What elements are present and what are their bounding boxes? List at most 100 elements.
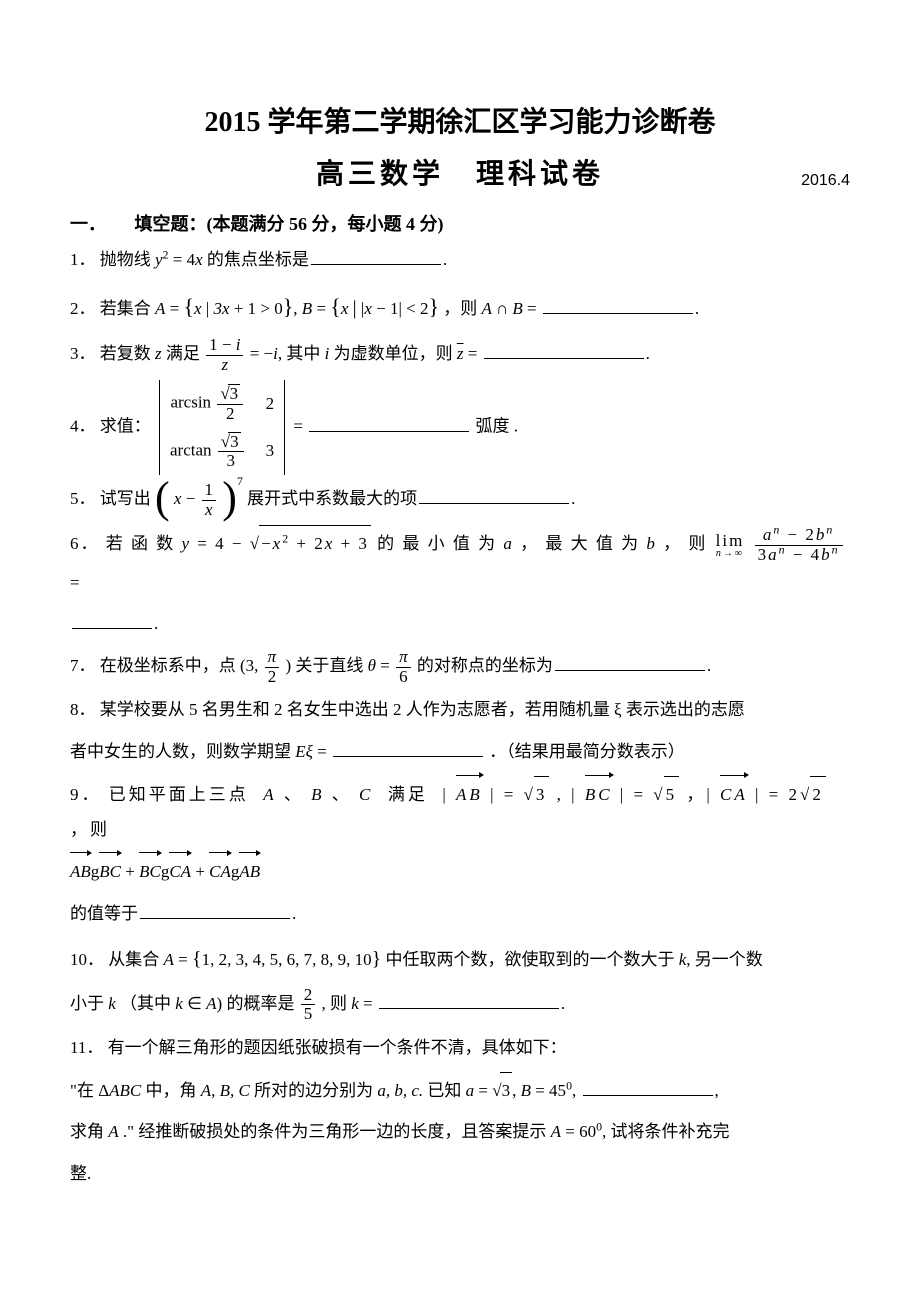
q3-tail: . [646, 344, 650, 363]
q2-comma: , [293, 299, 302, 318]
q2-lb: { [183, 294, 194, 319]
question-11d: 整. [70, 1156, 850, 1192]
q1-blank [311, 249, 441, 265]
question-9: 9． 已知平面上三点 A 、 B 、 C 满足 | AB | = 3 , | B… [70, 776, 850, 848]
q8-post: ．（结果用最简分数表示） [489, 742, 685, 761]
q2-rb: } [283, 294, 294, 319]
section-header: 一． 填空题：(本题满分 56 分，每小题 4 分) [70, 210, 850, 236]
q7-tail: . [707, 656, 711, 675]
q5-exp: 7 [237, 474, 243, 488]
q9-l3: 的值等于 [70, 904, 138, 923]
section-title: 填空题：(本题满分 56 分，每小题 4 分) [135, 214, 444, 234]
q5-post: 展开式中系数最大的项 [247, 489, 417, 508]
q3-i: i [325, 344, 330, 363]
q10-blank [379, 992, 559, 1008]
q2-A: A [155, 299, 165, 318]
q3-z: z [155, 344, 162, 363]
q5-frac: 1x [202, 481, 217, 519]
q10-l1a: 从集合 [108, 950, 163, 969]
q7-pre: 在极坐标系中，点 (3, [100, 656, 263, 675]
q7-num: 7． [70, 656, 96, 675]
question-9b: ABgBC + BCgCA + CAgAB [70, 854, 850, 890]
q7-eq: = [380, 656, 394, 675]
q11-blank [583, 1079, 713, 1095]
q3-eq2: = [468, 344, 482, 363]
q6-num: 6 [70, 534, 81, 553]
q6-mid2: ， 最 大 值 为 [520, 534, 646, 553]
q2-x2: x [341, 299, 349, 318]
q3-mid: 满足 [166, 344, 204, 363]
q5-num: 5． [70, 489, 96, 508]
q6-frac: an − 2bn 3an − 4bn [755, 526, 843, 564]
q6-lim: limn→∞ [716, 532, 745, 559]
q2-post: ，则 [443, 299, 481, 318]
q4-det: arcsin 32 2 arctan 33 3 [159, 380, 285, 475]
q2-rb2: } [428, 294, 439, 319]
q2-num: 2． [70, 299, 96, 318]
q2-bar: | [202, 299, 214, 318]
q2-pre: 若集合 [100, 299, 155, 318]
q5-blank [419, 488, 569, 504]
question-8: 8． 某学校要从 5 名男生和 2 名女生中选出 2 人作为志愿者，若用随机量 … [70, 692, 850, 728]
question-11: 11． 有一个解三角形的题因纸张破损有一个条件不清，具体如下： [70, 1030, 850, 1066]
question-2: 2． 若集合 A = {x | 3x + 1 > 0}, B = {x | |x… [70, 284, 850, 330]
q7-f2: π6 [396, 648, 411, 686]
q8-blank [333, 741, 483, 757]
subtitle-row: 高三数学 理科试卷 2016.4 [70, 152, 850, 192]
q3-blank [484, 343, 644, 359]
q7-mid: ) 关于直线 [285, 656, 367, 675]
q6-a: a [503, 534, 514, 553]
q5-minus: − [181, 489, 199, 508]
q3-frac: 1 − i z [206, 336, 243, 374]
question-1: 1． 抛物线 y2 = 4x 的焦点坐标是. [70, 242, 850, 278]
question-3: 3． 若复数 z 满足 1 − i z = −i, 其中 i 为虚数单位，则 z… [70, 336, 850, 374]
q2-tail: . [695, 299, 699, 318]
q1-sup: 2 [163, 247, 169, 261]
q1-post: 的焦点坐标是 [207, 250, 309, 269]
q1-eq: = 4 [173, 250, 195, 269]
exam-date: 2016.4 [801, 172, 850, 190]
q3-num: 3． [70, 344, 96, 363]
q7-blank [555, 655, 705, 671]
q4-pre: 求值： [100, 417, 151, 436]
q11-num: 11． [70, 1038, 103, 1057]
q1-tail: . [443, 250, 447, 269]
question-11b: "在 ΔABC 中，角 A, B, C 所对的边分别为 a, b, c. 已知 … [70, 1072, 850, 1109]
q6-b: b [646, 534, 657, 553]
main-title: 2015 学年第二学期徐汇区学习能力诊断卷 [70, 100, 850, 140]
question-9c: 的值等于. [70, 896, 850, 932]
q7-f1: π2 [265, 648, 280, 686]
question-7: 7． 在极坐标系中，点 (3, π2 ) 关于直线 θ = π6 的对称点的坐标… [70, 648, 850, 686]
q7-post: 的对称点的坐标为 [417, 656, 553, 675]
q6-pre: 若 函 数 [106, 534, 182, 553]
section-num: 一． [70, 214, 106, 234]
q4-unit: 弧度 . [471, 417, 518, 436]
q2-B: B [302, 299, 312, 318]
question-4: 4． 求值： arcsin 32 2 arctan 33 3 = 弧度 . [70, 380, 850, 475]
q6-mid: 的 最 小 值 为 [377, 534, 503, 553]
q10-set: 1, 2, 3, 4, 5, 6, 7, 8, 9, 10 [202, 950, 372, 969]
q5-tail: . [571, 489, 575, 508]
q8-num: 8． [70, 700, 96, 719]
question-6: 6． 若 函 数 y = 4 − −x2 + 2x + 3 的 最 小 值 为 … [70, 525, 850, 600]
q3-zbar: z [457, 344, 464, 363]
q1-x: x [195, 250, 203, 269]
question-10: 10． 从集合 A = {1, 2, 3, 4, 5, 6, 7, 8, 9, … [70, 938, 850, 980]
q8-l2a: 者中女生的人数，则数学期望 [70, 742, 295, 761]
exam-page: 2015 学年第二学期徐汇区学习能力诊断卷 高三数学 理科试卷 2016.4 一… [0, 0, 920, 1258]
q9-l1a: 已知平面上三点 [109, 785, 249, 804]
question-5: 5． 试写出 ( x − 1x )7 展开式中系数最大的项. [70, 481, 850, 519]
q2-eq2: = [312, 299, 330, 318]
q7-theta: θ [368, 656, 376, 675]
q6-tail: . [154, 614, 158, 633]
question-11c: 求角 A ." 经推断破损处的条件为三角形一边的长度，且答案提示 A = 600… [70, 1114, 850, 1150]
q8-eq: = [317, 742, 331, 761]
q6-blank [72, 613, 152, 629]
q10-num: 10． [70, 950, 104, 969]
q3-post: 其中 [286, 344, 324, 363]
q6-sqrt: −x2 + 2x + 3 [250, 525, 371, 562]
q2-eq3: = [523, 299, 541, 318]
q6-eq2: = [70, 573, 82, 592]
q3-post2: 为虚数单位，则 [334, 344, 457, 363]
q1-num: 1． [70, 250, 96, 269]
